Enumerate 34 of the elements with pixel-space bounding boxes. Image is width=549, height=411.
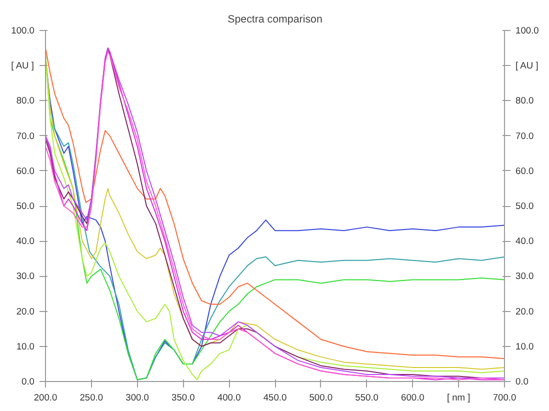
y-tick-label: 50.0 <box>16 201 34 211</box>
y-tick-label: 10.0 <box>16 341 34 352</box>
y-tick-label: 30.0 <box>16 271 34 282</box>
y-tick-label: 70.0 <box>16 130 34 141</box>
y2-tick-label: 10.0 <box>516 341 534 352</box>
y-tick-label: [ AU ] <box>11 60 34 71</box>
x-tick-label: 250.0 <box>80 392 104 402</box>
y-tick-label: 100.0 <box>11 26 34 36</box>
y2-tick-label: 0.0 <box>516 376 528 386</box>
x-tick-label: 200.0 <box>34 392 58 402</box>
y-tick-label: 0.0 <box>22 376 34 386</box>
x-tick-label: 550.0 <box>355 392 378 402</box>
y-tick-label: 20.0 <box>16 306 34 316</box>
y2-tick-label: [ AU ] <box>516 60 538 71</box>
y2-tick-label: 100.0 <box>516 26 539 36</box>
chart-title: Spectra comparison <box>228 14 322 26</box>
x-tick-label: 500.0 <box>309 392 333 402</box>
y2-tick-label: 70.0 <box>516 130 534 141</box>
x-tick-label: 700.0 <box>492 392 516 402</box>
y2-tick-label: 40.0 <box>516 236 534 246</box>
x-tick-label: 450.0 <box>263 392 287 402</box>
y-tick-label: 60.0 <box>16 166 34 176</box>
x-tick-label: 300.0 <box>126 392 149 402</box>
y-tick-label: 40.0 <box>16 236 34 246</box>
y-tick-label: 80.0 <box>16 96 34 106</box>
y2-tick-label: 50.0 <box>516 201 534 211</box>
y2-tick-label: 80.0 <box>516 96 534 106</box>
x-tick-label: 350.0 <box>172 392 195 402</box>
x-tick-label: 400.0 <box>217 392 241 402</box>
y2-tick-label: 60.0 <box>516 166 534 176</box>
y2-tick-label: 30.0 <box>516 271 534 282</box>
x-tick-label: [ nm ] <box>446 392 470 402</box>
x-tick-label: 600.0 <box>401 392 424 402</box>
y2-tick-label: 20.0 <box>516 306 534 316</box>
